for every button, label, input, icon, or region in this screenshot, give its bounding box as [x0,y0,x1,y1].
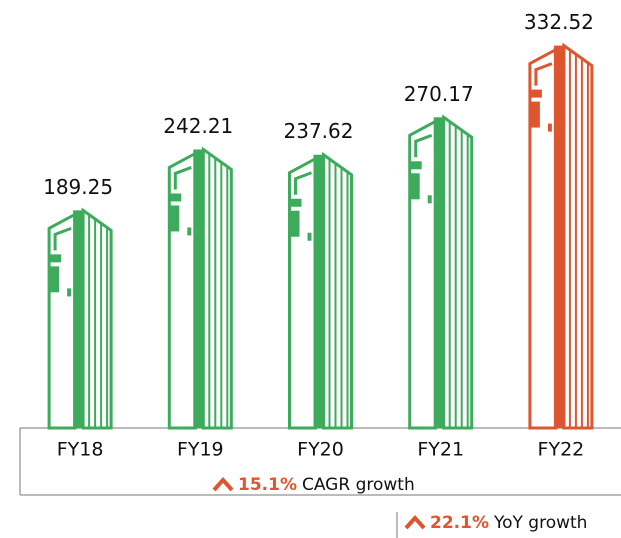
annotation-text: YoY growth [493,513,587,533]
bar-detail [294,171,313,195]
bar-core [193,149,204,428]
annotation-value: 22.1% [430,513,489,533]
bar-detail [427,195,432,204]
value-label: 237.62 [284,119,354,143]
bar-core [553,45,564,429]
value-label: 189.25 [43,175,113,199]
bar [528,42,594,430]
bar [408,114,474,430]
bar-detail [169,193,182,202]
bar-detail [67,288,72,297]
bar-detail [289,210,300,237]
bar-core [433,117,444,428]
x-tick-label: FY19 [177,439,224,461]
bar-detail [49,266,60,293]
bar-detail [49,254,62,263]
value-label: 270.17 [404,82,474,106]
bar-detail [534,62,553,86]
bar-detail [187,227,192,236]
x-tick-label: FY22 [538,439,585,461]
x-tick-label: FY20 [297,439,344,461]
bar-core [73,210,84,428]
annotation: 15.1% CAGR growth [238,475,415,495]
bar-detail [173,166,192,190]
value-label: 242.21 [163,114,233,138]
annotation: 22.1% YoY growth [430,513,587,533]
bar [47,207,113,430]
bar-detail [414,133,433,158]
x-tick-label: FY18 [57,439,104,461]
annotation-value: 15.1% [238,475,297,495]
caret-icon [404,515,426,530]
annotation-text: CAGR growth [302,475,415,495]
x-tick-label: FY21 [417,439,464,461]
bar-detail [529,89,542,98]
bar-left [47,211,77,430]
caret-icon [212,477,234,492]
bar [167,146,233,430]
bar-detail [169,205,180,232]
bar-detail [529,101,540,128]
bar-detail [409,161,422,170]
value-label: 332.52 [524,10,594,34]
bar-detail [53,226,72,251]
bar [288,151,353,430]
bar-detail [547,123,552,132]
bar-core [313,154,324,428]
bar-detail [409,173,420,200]
bar-detail [289,198,302,207]
bar-detail [307,232,312,241]
